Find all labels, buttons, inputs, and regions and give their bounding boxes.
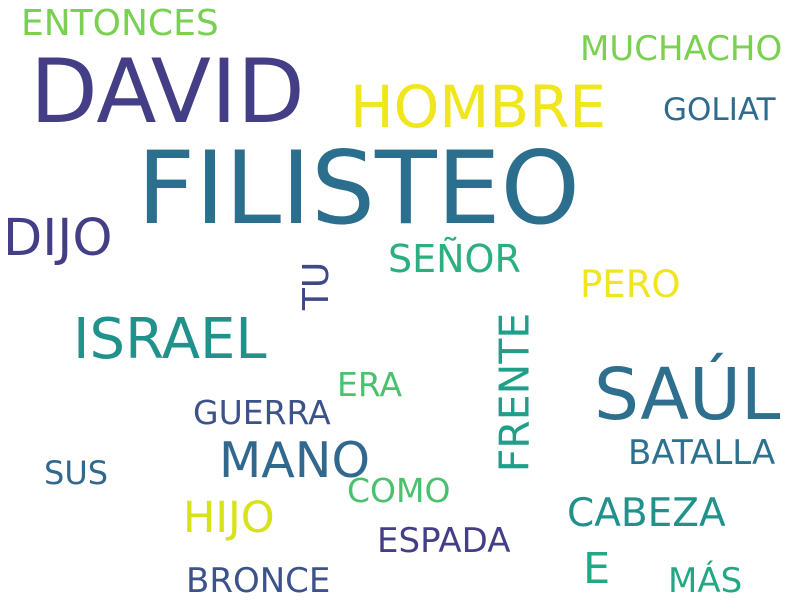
word-saul: SAÚL [594, 353, 781, 436]
word-hombre: HOMBRE [350, 73, 607, 141]
word-era: ERA [337, 365, 403, 404]
word-israel: ISRAEL [73, 307, 267, 372]
word-como: COMO [347, 471, 451, 510]
word-entonces: ENTONCES [21, 3, 219, 44]
word-batalla: BATALLA [628, 433, 776, 473]
word-pero: PERO [580, 263, 681, 306]
word-frente: FRENTE [490, 312, 539, 473]
word-tu: TU [296, 261, 338, 311]
word-mano: MANO [219, 432, 371, 489]
word-e: E [583, 544, 611, 594]
word-dijo: DIJO [3, 209, 113, 268]
word-guerra: GUERRA [193, 393, 331, 432]
word-filisteo: FILISTEO [137, 129, 581, 247]
word-cabeza: CABEZA [567, 491, 726, 536]
word-david: DAVID [30, 40, 305, 143]
word-senor: SEÑOR [388, 237, 521, 281]
word-goliat: GOLIAT [663, 92, 776, 128]
word-bronce: BRONCE [186, 561, 331, 600]
word-sus: SUS [44, 454, 109, 492]
word-hijo: HIJO [183, 493, 275, 543]
word-espada: ESPADA [377, 521, 511, 561]
word-mas: MÁS [668, 561, 743, 600]
word-muchacho: MUCHACHO [580, 29, 783, 69]
